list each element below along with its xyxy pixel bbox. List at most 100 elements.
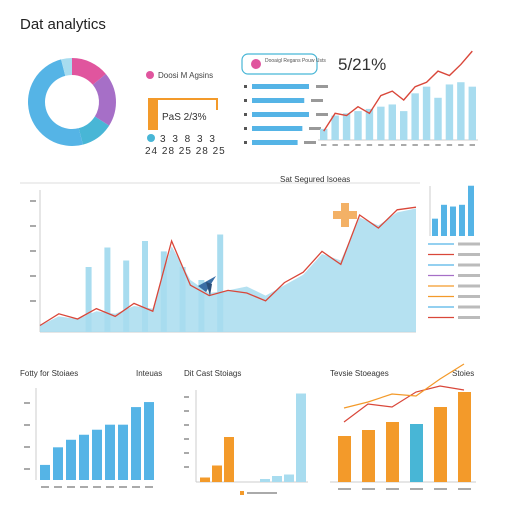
bar [144, 402, 154, 480]
bottom-right-subtitle: Stoies [452, 369, 474, 378]
bar [434, 97, 442, 140]
info-badge[interactable] [241, 53, 318, 75]
divider [20, 182, 420, 184]
tick-label [332, 144, 338, 146]
hbar [252, 126, 303, 131]
tick-label [145, 486, 153, 488]
tick-label [30, 300, 36, 302]
bar [320, 128, 328, 140]
tick-label [93, 486, 101, 488]
bar [131, 407, 141, 480]
numbers-row-2: 24 28 25 28 25 [145, 146, 226, 157]
bar [284, 474, 294, 482]
legend-label [458, 253, 480, 256]
tick-label [184, 424, 189, 426]
bar [354, 111, 362, 140]
side-bar-chart [429, 185, 474, 236]
hbar-tick [244, 85, 247, 88]
tick-label [80, 486, 88, 488]
bottom-left-subtitle: Inteuas [136, 369, 162, 378]
tick-label [469, 144, 475, 146]
bar [342, 113, 351, 140]
hbar-tick [244, 113, 247, 116]
donut-legend: Doosi M Agsins [146, 71, 213, 80]
tick-label [24, 402, 30, 404]
tick-label [389, 144, 395, 146]
legend-label [458, 305, 480, 309]
tick-label [24, 468, 30, 470]
line-series [39, 206, 417, 327]
tick-label [184, 396, 189, 398]
bar [365, 108, 374, 140]
bar [400, 111, 408, 140]
bar [445, 84, 454, 140]
bar [260, 479, 270, 482]
line-series [323, 50, 473, 132]
bar [104, 247, 111, 332]
tick-label [401, 144, 407, 146]
bottom-left-title: Fotty for Stoiaes [20, 369, 78, 378]
bar [422, 86, 431, 140]
hbar-value [309, 127, 321, 130]
hbar-value [316, 85, 328, 88]
tick-label [412, 144, 418, 146]
tick-label [423, 144, 430, 146]
hbar-value [304, 141, 316, 144]
bar [118, 424, 128, 480]
bar [272, 476, 282, 482]
legend-swatch [240, 491, 244, 495]
line-series [343, 363, 465, 409]
bar [338, 436, 351, 482]
bar [450, 206, 456, 236]
tick-label [321, 144, 327, 146]
tick-label [184, 438, 189, 440]
percent-card: PaS 2/3% [148, 98, 218, 130]
hbar [252, 112, 309, 117]
hbar-tick [244, 99, 247, 102]
bar [105, 424, 115, 480]
page-title: Dat analytics [20, 16, 106, 33]
hbar-value [311, 99, 323, 102]
tick-label [458, 488, 471, 490]
tick-label [434, 488, 447, 490]
paper-plane-icon [198, 276, 216, 296]
bottom-left-chart [24, 388, 154, 488]
tick-label [338, 488, 351, 490]
legend-label [458, 284, 480, 288]
tick-label [184, 410, 189, 412]
donut-slice [78, 116, 110, 145]
bar [458, 392, 471, 482]
tick-label [30, 250, 36, 252]
bar [200, 477, 210, 482]
bar [92, 429, 102, 480]
area-fill [40, 208, 416, 332]
tick-label [435, 144, 441, 146]
bar [85, 267, 92, 332]
bottom-middle-chart [184, 390, 308, 495]
top-right-chart [318, 50, 478, 146]
donut-chart [27, 58, 116, 146]
tick-label [362, 488, 375, 490]
legend-dot [146, 71, 154, 79]
bar [388, 104, 396, 140]
tick-label [54, 486, 62, 488]
legend-label [458, 274, 480, 277]
horizontal-bar-chart [244, 84, 328, 145]
legend-label [458, 242, 480, 246]
tick-label [355, 144, 361, 146]
bar [123, 260, 130, 332]
bar [296, 393, 306, 482]
badge-text: Dooaigl Regans Pouw Usts [265, 58, 326, 64]
donut-slice [72, 58, 106, 85]
plus-icon [333, 203, 357, 227]
line-series [343, 385, 465, 423]
bar [410, 424, 423, 482]
numbers-dot [147, 134, 155, 142]
tick-label [446, 144, 453, 146]
area-chart [30, 190, 417, 333]
bar [468, 86, 476, 140]
tick-label [67, 486, 75, 488]
legend-label [458, 263, 480, 267]
tick-label [184, 452, 189, 454]
